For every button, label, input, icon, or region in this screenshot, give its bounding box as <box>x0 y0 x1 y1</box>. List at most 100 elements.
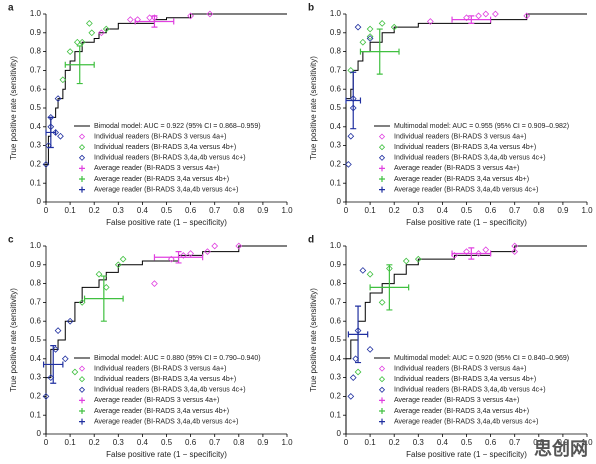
legend-label: Average reader (BI-RADS 3,4a,4b versus 4… <box>94 186 238 193</box>
x-axis-label: False positive rate (1 − specificity) <box>406 218 527 227</box>
y-tick-label: 0.7 <box>330 298 342 307</box>
x-tick-label: 0.2 <box>89 438 101 447</box>
reader-point <box>66 317 74 325</box>
legend-swatch <box>78 376 86 383</box>
x-tick-label: 0.2 <box>389 206 401 215</box>
x-tick-label: 1.0 <box>281 438 293 447</box>
x-tick-label: 0.4 <box>437 206 449 215</box>
reader-point <box>54 95 62 102</box>
y-tick-label: 0.8 <box>30 279 42 288</box>
y-tick-label: 0.9 <box>30 260 42 269</box>
legend-swatch <box>79 176 85 182</box>
x-tick-label: 0.1 <box>65 206 77 215</box>
x-tick-label: 0.7 <box>509 206 521 215</box>
x-tick-label: 1.0 <box>581 438 593 447</box>
y-tick-label: 0.8 <box>330 47 342 56</box>
y-tick-label: 0 <box>337 429 342 438</box>
legend-label: Average reader (BI-RADS 3 versus 4a+) <box>94 397 219 404</box>
reader-point <box>180 252 187 259</box>
watermark: 思创网 <box>534 438 588 460</box>
x-error-bar <box>369 284 410 291</box>
x-error-bar <box>64 61 95 68</box>
legend-label: Individual readers (BI-RADS 3 versus 4a+… <box>394 365 526 372</box>
panel: c 0 0.1 0.2 0.3 0.4 0.5 0.6 0.7 0.8 0.9 1.0 0 0.1 0.2 0… <box>8 235 293 459</box>
y-tick-label: 0.2 <box>30 392 42 401</box>
x-error-bar <box>451 250 492 257</box>
reader-point <box>347 67 355 74</box>
legend-swatch <box>79 397 85 404</box>
reader-point <box>511 242 519 250</box>
legend-swatch <box>378 154 386 161</box>
x-tick-label: 0.8 <box>233 206 245 215</box>
reader-point <box>73 38 81 46</box>
y-tick-label: 1.0 <box>30 9 42 18</box>
reader-point <box>463 14 470 22</box>
x-tick-label: 0.9 <box>257 206 269 215</box>
legend-label: Average reader (BI-RADS 3,4a versus 4b+) <box>94 408 229 415</box>
x-tick-label: 0.5 <box>461 438 473 447</box>
reader-point <box>366 33 374 40</box>
y-tick-label: 0.7 <box>330 66 342 75</box>
reader-point <box>347 132 355 140</box>
x-tick-label: 0.5 <box>461 206 473 215</box>
reader-point <box>95 270 103 278</box>
legend-label: Individual readers (BI-RADS 3,4a,4b vers… <box>394 155 546 162</box>
x-tick-label: 0.6 <box>185 206 197 215</box>
legend-swatch <box>379 418 385 425</box>
legend-swatch <box>379 186 385 193</box>
reader-point <box>86 20 93 27</box>
x-axis-label: False positive rate (1 − specificity) <box>106 450 227 459</box>
reader-point <box>88 29 96 37</box>
legend-swatch <box>78 154 86 161</box>
y-tick-label: 0.2 <box>330 160 342 169</box>
x-tick-label: 0.7 <box>209 438 221 447</box>
y-tick-label: 0.2 <box>30 160 42 169</box>
reader-point <box>482 246 490 254</box>
legend-label: Bimodal model: AUC = 0.922 (95% CI = 0.8… <box>94 123 261 130</box>
x-tick-label: 0.1 <box>365 438 377 447</box>
reader-point <box>78 38 86 46</box>
reader-point <box>366 35 374 42</box>
reader-point <box>204 248 211 256</box>
reader-point <box>61 355 69 363</box>
x-tick-label: 0.4 <box>137 206 149 215</box>
reader-point <box>59 76 67 84</box>
x-error-bar <box>451 16 492 23</box>
x-tick-label: 0.1 <box>65 438 77 447</box>
reader-point <box>42 161 50 168</box>
reader-point <box>482 10 490 18</box>
reader-point <box>349 374 357 381</box>
x-error-bar <box>45 129 57 136</box>
legend-label: Individual readers (BI-RADS 3,4a versus … <box>394 376 536 383</box>
legend-label: Individual readers (BI-RADS 3,4a versus … <box>394 144 536 151</box>
y-tick-label: 0.5 <box>30 103 42 112</box>
panel: b 0 0.1 0.2 0.3 0.4 0.5 0.6 0.7 0.8 0.9 1.0 0 0.1 0.2 0… <box>308 3 593 227</box>
y-tick-label: 0 <box>37 429 42 438</box>
reader-point <box>414 255 422 263</box>
legend-swatch <box>379 397 385 404</box>
legend-label: Individual readers (BI-RADS 3 versus 4a+… <box>394 133 526 140</box>
x-tick-label: 0.6 <box>185 438 197 447</box>
reader-point <box>42 393 50 400</box>
y-tick-label: 0.1 <box>330 178 342 187</box>
reader-point <box>359 267 367 274</box>
legend-label: Bimodal model: AUC = 0.880 (95% CI = 0.7… <box>94 355 261 362</box>
y-tick-label: 0.1 <box>30 178 42 187</box>
y-axis-label: True positive rate (sensitivity) <box>309 56 318 160</box>
y-tick-label: 0.3 <box>330 373 342 382</box>
y-tick-label: 0.4 <box>30 122 42 131</box>
reader-point <box>146 14 153 22</box>
legend-swatch <box>379 408 385 414</box>
reader-point <box>366 346 374 353</box>
y-tick-label: 0.8 <box>330 279 342 288</box>
legend-label: Individual readers (BI-RADS 3,4a,4b vers… <box>394 387 546 394</box>
reader-point <box>235 242 243 250</box>
reader-point <box>151 280 158 287</box>
reader-point <box>57 132 64 140</box>
reader-point <box>66 48 74 55</box>
x-error-bar <box>345 97 362 104</box>
x-tick-label: 0 <box>44 438 49 447</box>
legend-label: Individual readers (BI-RADS 3,4a,4b vers… <box>94 155 246 162</box>
reader-point <box>167 255 175 263</box>
